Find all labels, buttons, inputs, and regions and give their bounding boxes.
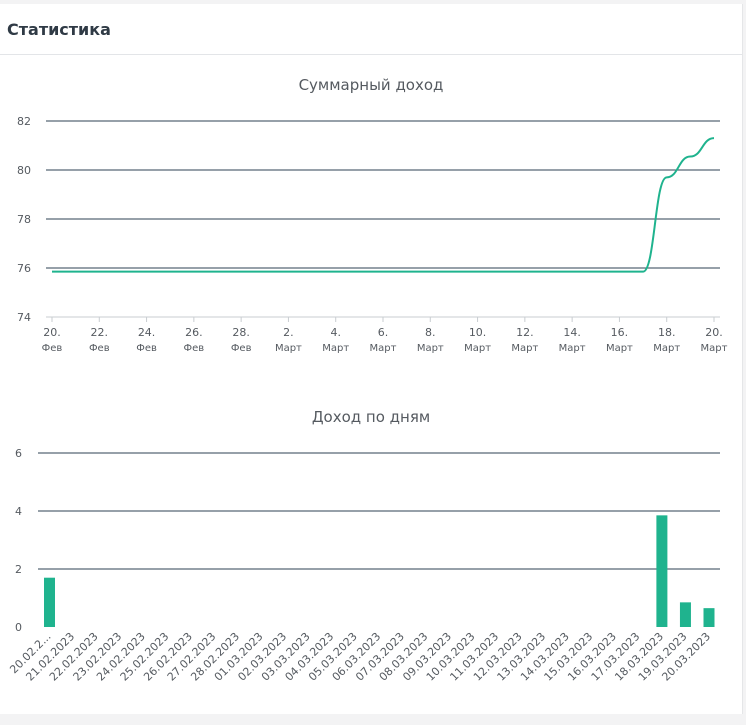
line-x-tick-day: 22. [91,326,109,339]
line-x-tick-day: 14. [563,326,581,339]
daily-income-chart: 024620.02.2...21.02.202322.02.202323.02.… [7,447,720,684]
daily-income-bar [44,577,55,627]
line-x-tick-day: 16. [611,326,629,339]
line-x-tick-month: Фев [89,343,110,354]
card-title: Статистика [7,19,111,39]
line-x-tick-month: Фев [136,343,157,354]
line-x-tick-day: 20. [43,326,61,339]
line-x-tick-day: 18. [658,326,676,339]
line-x-tick-month: Март [322,343,349,354]
line-y-tick-label: 74 [17,311,31,324]
line-x-tick-day: 26. [185,326,203,339]
bar-y-tick-label: 4 [15,505,22,518]
line-x-tick-day: 2. [283,326,294,339]
line-x-tick-month: Фев [184,343,205,354]
line-y-tick-label: 82 [17,115,31,128]
line-x-tick-month: Март [701,343,728,354]
line-x-tick-month: Март [417,343,444,354]
cumulative-income-chart: 74 76 78 80 82 20. Фев 22. Фев 24. Фев 26. Фев 28. Фев… [17,115,728,354]
bar-chart-title: Доход по дням [311,408,431,426]
line-x-tick-month: Март [653,343,680,354]
bar-y-tick-label: 2 [15,563,22,576]
line-x-tick-month: Фев [231,343,252,354]
line-x-tick-month: Март [370,343,397,354]
line-y-tick-label: 80 [17,164,31,177]
line-x-tick-day: 8. [425,326,436,339]
line-y-tick-label: 76 [17,262,31,275]
cumulative-income-line [52,137,715,273]
daily-income-bar [703,608,715,627]
line-x-tick-month: Март [275,343,302,354]
line-x-tick-month: Март [559,343,586,354]
card-header: Статистика [0,4,742,55]
line-y-tick-label: 78 [17,213,31,226]
bar-y-tick-label: 6 [15,447,22,460]
line-x-tick-day: 12. [516,326,534,339]
line-x-tick-month: Март [606,343,633,354]
line-x-tick-month: Март [511,343,538,354]
daily-income-bar [679,602,691,627]
line-x-tick-day: 28. [232,326,250,339]
daily-income-bar [656,515,668,627]
bar-y-tick-label: 0 [15,621,22,634]
line-x-tick-day: 6. [378,326,389,339]
line-x-tick-day: 24. [138,326,156,339]
line-x-tick-month: Март [464,343,491,354]
line-x-tick-day: 4. [330,326,341,339]
line-chart-title: Суммарный доход [298,76,444,94]
statistics-card: Статистика Суммарный доход 74 76 78 80 82 20.… [0,4,743,714]
line-x-tick-month: Фев [42,343,63,354]
line-x-tick-day: 20. [705,326,723,339]
line-x-tick-day: 10. [469,326,487,339]
